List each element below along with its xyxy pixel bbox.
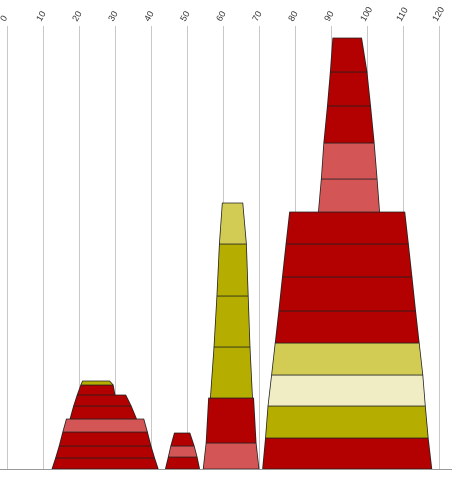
stack-4-segment-12 bbox=[326, 71, 372, 107]
x-axis-tick-labels: 0 10 20 30 40 50 60 70 80 90 100 110 120 bbox=[0, 5, 446, 23]
stack-4-segment-10 bbox=[320, 142, 378, 180]
stack-2 bbox=[164, 432, 201, 470]
stack-1-segment-4 bbox=[62, 418, 148, 433]
x-tick-label: 90 bbox=[322, 9, 336, 23]
stack-3-segment-3 bbox=[209, 346, 253, 399]
stack-4-segment-2 bbox=[265, 405, 429, 439]
stack-4-segment-7 bbox=[281, 243, 413, 278]
x-tick-label: 20 bbox=[70, 9, 84, 23]
stack-4-segment-3 bbox=[267, 374, 426, 407]
stack-3-segment-5 bbox=[216, 243, 249, 297]
stack-4 bbox=[262, 37, 433, 470]
x-tick-label: 40 bbox=[142, 9, 156, 23]
x-tick-label: 30 bbox=[106, 9, 120, 23]
stack-1-segment-7 bbox=[76, 384, 116, 396]
stack-3-segment-6 bbox=[218, 202, 247, 245]
stack-4-segment-8 bbox=[285, 211, 409, 245]
stack-3-segment-2 bbox=[205, 397, 257, 444]
stack-4-segment-1 bbox=[262, 437, 433, 470]
x-tick-label: 50 bbox=[178, 9, 192, 23]
stack-3 bbox=[202, 202, 260, 470]
stack-4-segment-13 bbox=[329, 37, 368, 73]
stack-1-segment-1 bbox=[51, 457, 159, 470]
stack-4-segment-4 bbox=[271, 342, 424, 376]
stacks bbox=[51, 37, 433, 470]
x-tick-label: 70 bbox=[250, 9, 264, 23]
x-tick-label: 120 bbox=[430, 5, 446, 23]
stack-1-segment-8 bbox=[80, 380, 114, 386]
x-tick-label: 110 bbox=[394, 6, 410, 23]
stack-4-segment-5 bbox=[274, 310, 420, 344]
stack-4-segment-9 bbox=[317, 178, 381, 213]
stack-1-segment-5 bbox=[69, 405, 138, 420]
stack-1-segment-3 bbox=[58, 431, 152, 447]
stack-3-segment-4 bbox=[213, 295, 251, 348]
x-tick-label: 100 bbox=[358, 5, 374, 23]
stack-1 bbox=[51, 380, 159, 470]
stack-1-segment-6 bbox=[73, 394, 132, 407]
x-tick-label: 60 bbox=[214, 9, 228, 23]
stack-4-segment-11 bbox=[323, 105, 375, 144]
x-tick-label: 0 bbox=[0, 14, 9, 23]
stack-3-segment-1 bbox=[202, 442, 260, 470]
x-tick-label: 80 bbox=[286, 9, 300, 23]
stack-2-segment-3 bbox=[170, 432, 195, 447]
stack-4-segment-6 bbox=[278, 276, 417, 312]
x-tick-label: 10 bbox=[34, 9, 48, 23]
stack-2-segment-1 bbox=[164, 456, 201, 470]
stack-2-segment-2 bbox=[167, 445, 198, 458]
stack-1-segment-2 bbox=[55, 445, 156, 459]
